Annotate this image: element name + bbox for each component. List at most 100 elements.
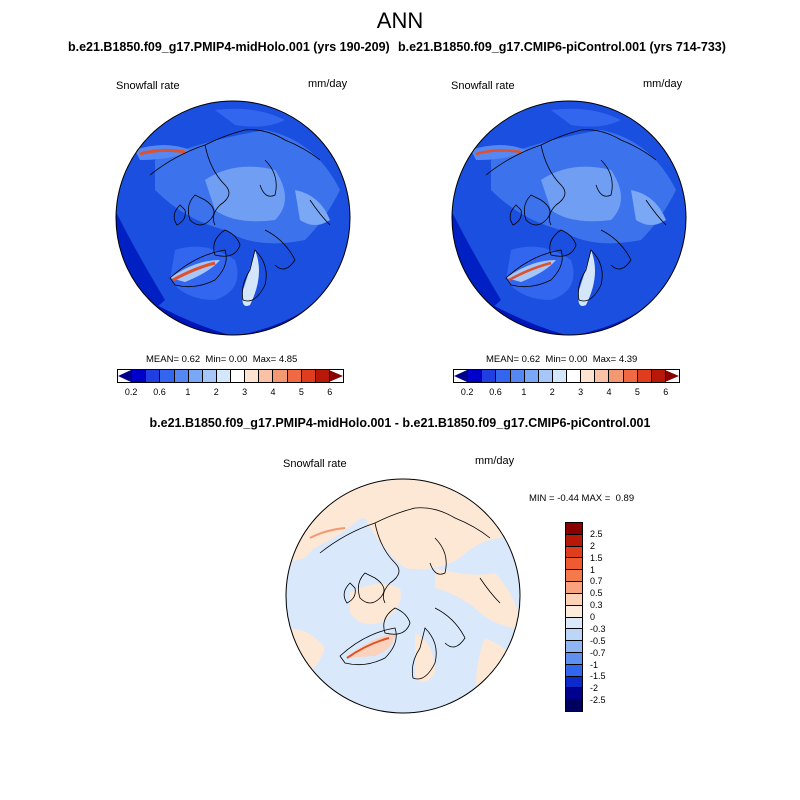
diff-colorbar-swatch [566, 640, 582, 652]
season-title: ANN [376, 8, 424, 33]
colorbar-swatch [328, 370, 343, 382]
colorbar-tick-label: 0.6 [153, 387, 166, 397]
colorbar-tick-label: 5 [298, 387, 304, 397]
colorbar-tick-label: 4 [606, 387, 612, 397]
diff-title: b.e21.B1850.f09_g17.PMIP4-midHolo.001 - … [149, 416, 651, 430]
colorbar-swatch [272, 370, 287, 382]
colorbar-tick-label: 6 [327, 387, 333, 397]
diff-colorbar-swatch [566, 687, 582, 700]
colorbar-tick-label: 1 [521, 387, 527, 397]
diff-colorbar-swatch [566, 604, 582, 617]
panel-1-min-value: 0.00 [228, 354, 248, 365]
colorbar-swatch [537, 370, 552, 382]
diff-colorbar-swatch [566, 675, 582, 688]
colorbar-swatch [523, 370, 538, 382]
panel-1-polar-map [115, 100, 351, 336]
diff-colorbar-swatch [566, 651, 582, 664]
colorbar-swatch [481, 370, 496, 382]
panel-1-mean-value: 0.62 [181, 354, 201, 365]
diff-colorbar-tick-label: -0.3 [590, 623, 606, 634]
diff-colorbar-swatch [566, 545, 582, 558]
panel-2-colorbar [453, 369, 680, 383]
diff-colorbar-tick-label: -0.7 [590, 647, 606, 658]
panel-2-max-label: Max= [592, 354, 617, 365]
colorbar-swatch [145, 370, 160, 382]
colorbar-swatch [300, 370, 315, 382]
diff-colorbar-tick-label: 0.3 [590, 600, 603, 611]
colorbar-swatch [286, 370, 301, 382]
colorbar-swatch [566, 370, 581, 382]
panel-2-variable-label: Snowfall rate [451, 80, 515, 92]
diff-colorbar-swatch [566, 592, 582, 605]
colorbar-swatch [622, 370, 637, 382]
panel-2-mean-label: MEAN= [486, 354, 519, 365]
colorbar-swatch [580, 370, 595, 382]
diff-colorbar-tick-label: 0 [590, 612, 596, 622]
colorbar-tick-label: 0.2 [460, 387, 474, 397]
diff-min-label: MIN = [529, 493, 555, 504]
colorbar-swatch [551, 370, 566, 382]
colorbar-tick-label: 4 [270, 387, 276, 397]
diff-colorbar-tick-label: -2.5 [590, 695, 606, 706]
colorbar-swatch [244, 370, 259, 382]
colorbar-swatch [118, 370, 132, 382]
diff-colorbar-tick-label: 2.5 [590, 528, 603, 539]
diff-colorbar-tick-label: -1.5 [590, 671, 606, 682]
panel-2-units-label: mm/day [643, 78, 683, 90]
colorbar-tick-label: 5 [634, 387, 640, 397]
colorbar-swatch [636, 370, 651, 382]
diff-max-value: 0.89 [615, 493, 635, 504]
panel-2-min-label: Min= [545, 354, 567, 365]
diff-stats: MIN = -0.44 MAX = 0.89 [529, 493, 634, 504]
panel-2-mean-value: 0.62 [521, 354, 541, 365]
colorbar-tick-label: 1 [185, 387, 191, 397]
diff-colorbar-swatch [566, 557, 582, 570]
colorbar-swatch [454, 370, 468, 382]
panel-1-stats: MEAN= 0.62 Min= 0.00 Max= 4.85 [146, 354, 297, 365]
colorbar-swatch [215, 370, 230, 382]
colorbar-swatch [131, 370, 146, 382]
diff-colorbar-tick-label: -2 [590, 683, 599, 694]
panel-1-units-label: mm/day [308, 78, 348, 90]
diff-colorbar-tick-label: 1 [590, 564, 596, 575]
colorbar-tick-label: 3 [578, 387, 584, 397]
colorbar-swatch [230, 370, 245, 382]
colorbar-swatch [159, 370, 174, 382]
panel-1-max-label: Max= [252, 354, 277, 365]
panel-2-max-value: 4.39 [618, 354, 638, 365]
colorbar-tick-label: 2 [549, 387, 555, 397]
colorbar-swatch [608, 370, 623, 382]
panel-1-case-title: b.e21.B1850.f09_g17.PMIP4-midHolo.001 (y… [68, 40, 390, 54]
panel-1-max-value: 4.85 [278, 354, 298, 365]
diff-colorbar-swatch [566, 569, 582, 582]
colorbar-swatch [173, 370, 188, 382]
colorbar-tick-label: 0.2 [124, 387, 138, 397]
colorbar-tick-label: 0.6 [489, 387, 502, 397]
colorbar-swatch [187, 370, 202, 382]
diff-variable-label: Snowfall rate [283, 458, 347, 470]
colorbar-swatch [495, 370, 510, 382]
panel-1-mean-label: MEAN= [146, 354, 179, 365]
diff-colorbar-swatch [566, 628, 582, 641]
diff-colorbar-tick-label: 1.5 [590, 552, 603, 563]
diff-polar-map [285, 478, 521, 714]
diff-colorbar-tick-label: 0.5 [590, 588, 603, 599]
diff-colorbar [565, 522, 583, 712]
colorbar-swatch [258, 370, 273, 382]
diff-max-label: MAX = [581, 493, 611, 504]
colorbar-swatch [664, 370, 679, 382]
colorbar-tick-label: 2 [213, 387, 219, 397]
diff-min-value: -0.44 [557, 493, 579, 504]
diff-colorbar-swatch [566, 581, 582, 593]
panel-2-case-title: b.e21.B1850.f09_g17.CMIP6-piControl.001 … [398, 40, 726, 54]
panel-2-min-value: 0.00 [568, 354, 588, 365]
diff-colorbar-swatch [566, 616, 582, 629]
diff-colorbar-tick-label: 0.7 [590, 576, 603, 587]
diff-units-label: mm/day [475, 455, 515, 467]
panel-1-variable-label: Snowfall rate [116, 80, 180, 92]
colorbar-swatch [201, 370, 216, 382]
diff-colorbar-tick-label: -0.5 [590, 635, 606, 646]
diff-colorbar-tick-label: 2 [590, 540, 596, 551]
diff-colorbar-swatch [566, 699, 582, 711]
diff-colorbar-swatch [566, 663, 582, 676]
